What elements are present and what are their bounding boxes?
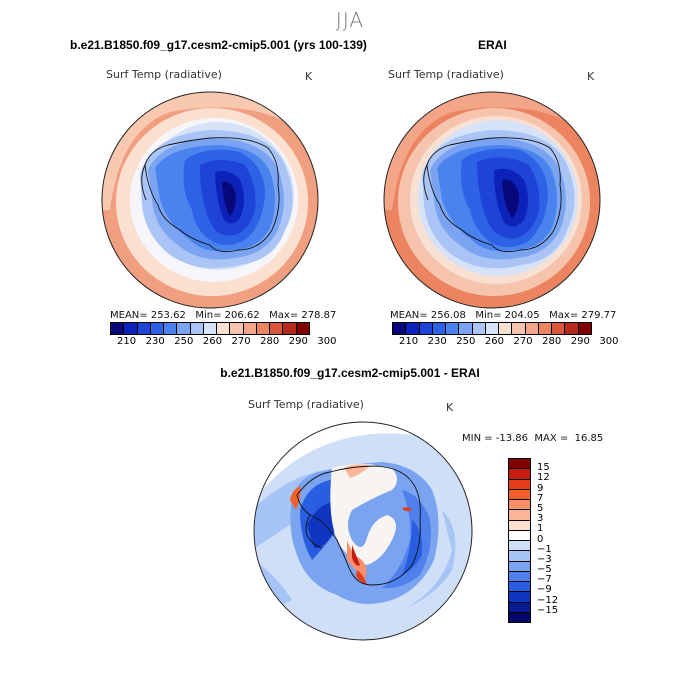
diff-colorbar-labels: 15 12 9 7 5 3 1 0 −1 −3 −5 −7 −9 −12 −15 (537, 458, 577, 621)
colorbar-tick-label: 3 (537, 513, 544, 525)
colorbar-swatch (164, 323, 178, 334)
colorbar-tick-label: 7 (537, 492, 544, 504)
diff-panel-title: b.e21.B1850.f09_g17.cesm2-cmip5.001 - ER… (220, 366, 480, 380)
colorbar-swatch (137, 323, 151, 334)
colorbar-swatch (270, 323, 284, 334)
colorbar-swatch (177, 323, 191, 334)
colorbar-swatch (472, 323, 486, 334)
colorbar-swatch (565, 323, 579, 334)
colorbar-tick-label: 0 (537, 533, 544, 545)
colorbar-swatch (230, 323, 244, 334)
colorbar-swatch (578, 323, 591, 334)
colorbar-swatch (509, 500, 530, 511)
colorbar-swatch (509, 530, 530, 541)
right-panel-title: ERAI (478, 38, 507, 52)
colorbar-swatch (525, 323, 539, 334)
colorbar-swatch (150, 323, 165, 334)
colorbar-tick-label: −7 (537, 574, 552, 586)
colorbar-swatch (296, 323, 309, 334)
colorbar-swatch (111, 323, 125, 334)
colorbar-swatch (509, 612, 530, 622)
colorbar-tick-label: −5 (537, 564, 552, 576)
left-stats: MEAN= 253.62 Min= 206.62 Max= 278.87 (110, 310, 337, 321)
diff-colorbar (508, 458, 531, 623)
colorbar-tick-label: 1 (537, 523, 544, 535)
colorbar-swatch (509, 541, 530, 552)
colorbar-swatch (283, 323, 297, 334)
colorbar-swatch (509, 469, 530, 480)
colorbar-swatch (459, 323, 473, 334)
colorbar-swatch (509, 520, 530, 531)
season-title: JJA (335, 8, 365, 32)
colorbar-swatch (217, 323, 231, 334)
left-unit-label: K (305, 70, 313, 83)
colorbar-tick-label: −3 (537, 553, 552, 565)
colorbar-swatch (446, 323, 460, 334)
colorbar-swatch (538, 323, 553, 334)
right-stats: MEAN= 256.08 Min= 204.05 Max= 279.77 (390, 310, 617, 321)
colorbar-tick-label: 12 (537, 472, 550, 484)
colorbar-swatch (499, 323, 513, 334)
left-variable-label: Surf Temp (radiative) (106, 68, 222, 81)
diff-unit-label: K (446, 401, 454, 414)
diff-polar-map (253, 421, 473, 641)
colorbar-swatch (509, 571, 530, 582)
right-polar-map (383, 91, 601, 309)
right-colorbar-ticks: 210 230 250 260 270 280 290 300 (399, 336, 619, 347)
right-unit-label: K (587, 70, 595, 83)
colorbar-swatch (509, 592, 530, 603)
colorbar-tick-label: 15 (537, 462, 550, 474)
colorbar-tick-label: 5 (537, 502, 544, 514)
colorbar-swatch (509, 510, 530, 521)
colorbar-swatch (419, 323, 433, 334)
colorbar-swatch (509, 459, 530, 470)
diff-stats: MIN = -13.86 MAX = 16.85 (462, 433, 604, 444)
colorbar-swatch (432, 323, 447, 334)
colorbar-swatch (256, 323, 271, 334)
colorbar-swatch (509, 489, 530, 500)
colorbar-tick-label: 9 (537, 482, 544, 494)
colorbar-tick-label: −15 (537, 604, 559, 616)
colorbar-swatch (509, 479, 530, 490)
colorbar-swatch (512, 323, 526, 334)
colorbar-tick-label: −12 (537, 594, 559, 606)
colorbar-swatch (393, 323, 407, 334)
colorbar-swatch (406, 323, 420, 334)
colorbar-tick-label: −9 (537, 584, 552, 596)
left-colorbar (110, 322, 310, 335)
colorbar-swatch (552, 323, 566, 334)
colorbar-swatch (243, 323, 257, 334)
colorbar-swatch (509, 582, 530, 593)
colorbar-swatch (509, 561, 530, 572)
colorbar-swatch (203, 323, 218, 334)
left-polar-map (101, 91, 319, 309)
left-colorbar-ticks: 210 230 250 260 270 280 290 300 (117, 336, 337, 347)
colorbar-swatch (190, 323, 204, 334)
colorbar-swatch (124, 323, 138, 334)
colorbar-tick-label: −1 (537, 543, 552, 555)
left-panel-title: b.e21.B1850.f09_g17.cesm2-cmip5.001 (yrs… (70, 38, 367, 52)
colorbar-swatch (485, 323, 500, 334)
right-colorbar (392, 322, 592, 335)
colorbar-swatch (509, 602, 530, 613)
right-variable-label: Surf Temp (radiative) (388, 68, 504, 81)
diff-variable-label: Surf Temp (radiative) (248, 398, 364, 411)
colorbar-swatch (509, 551, 530, 562)
